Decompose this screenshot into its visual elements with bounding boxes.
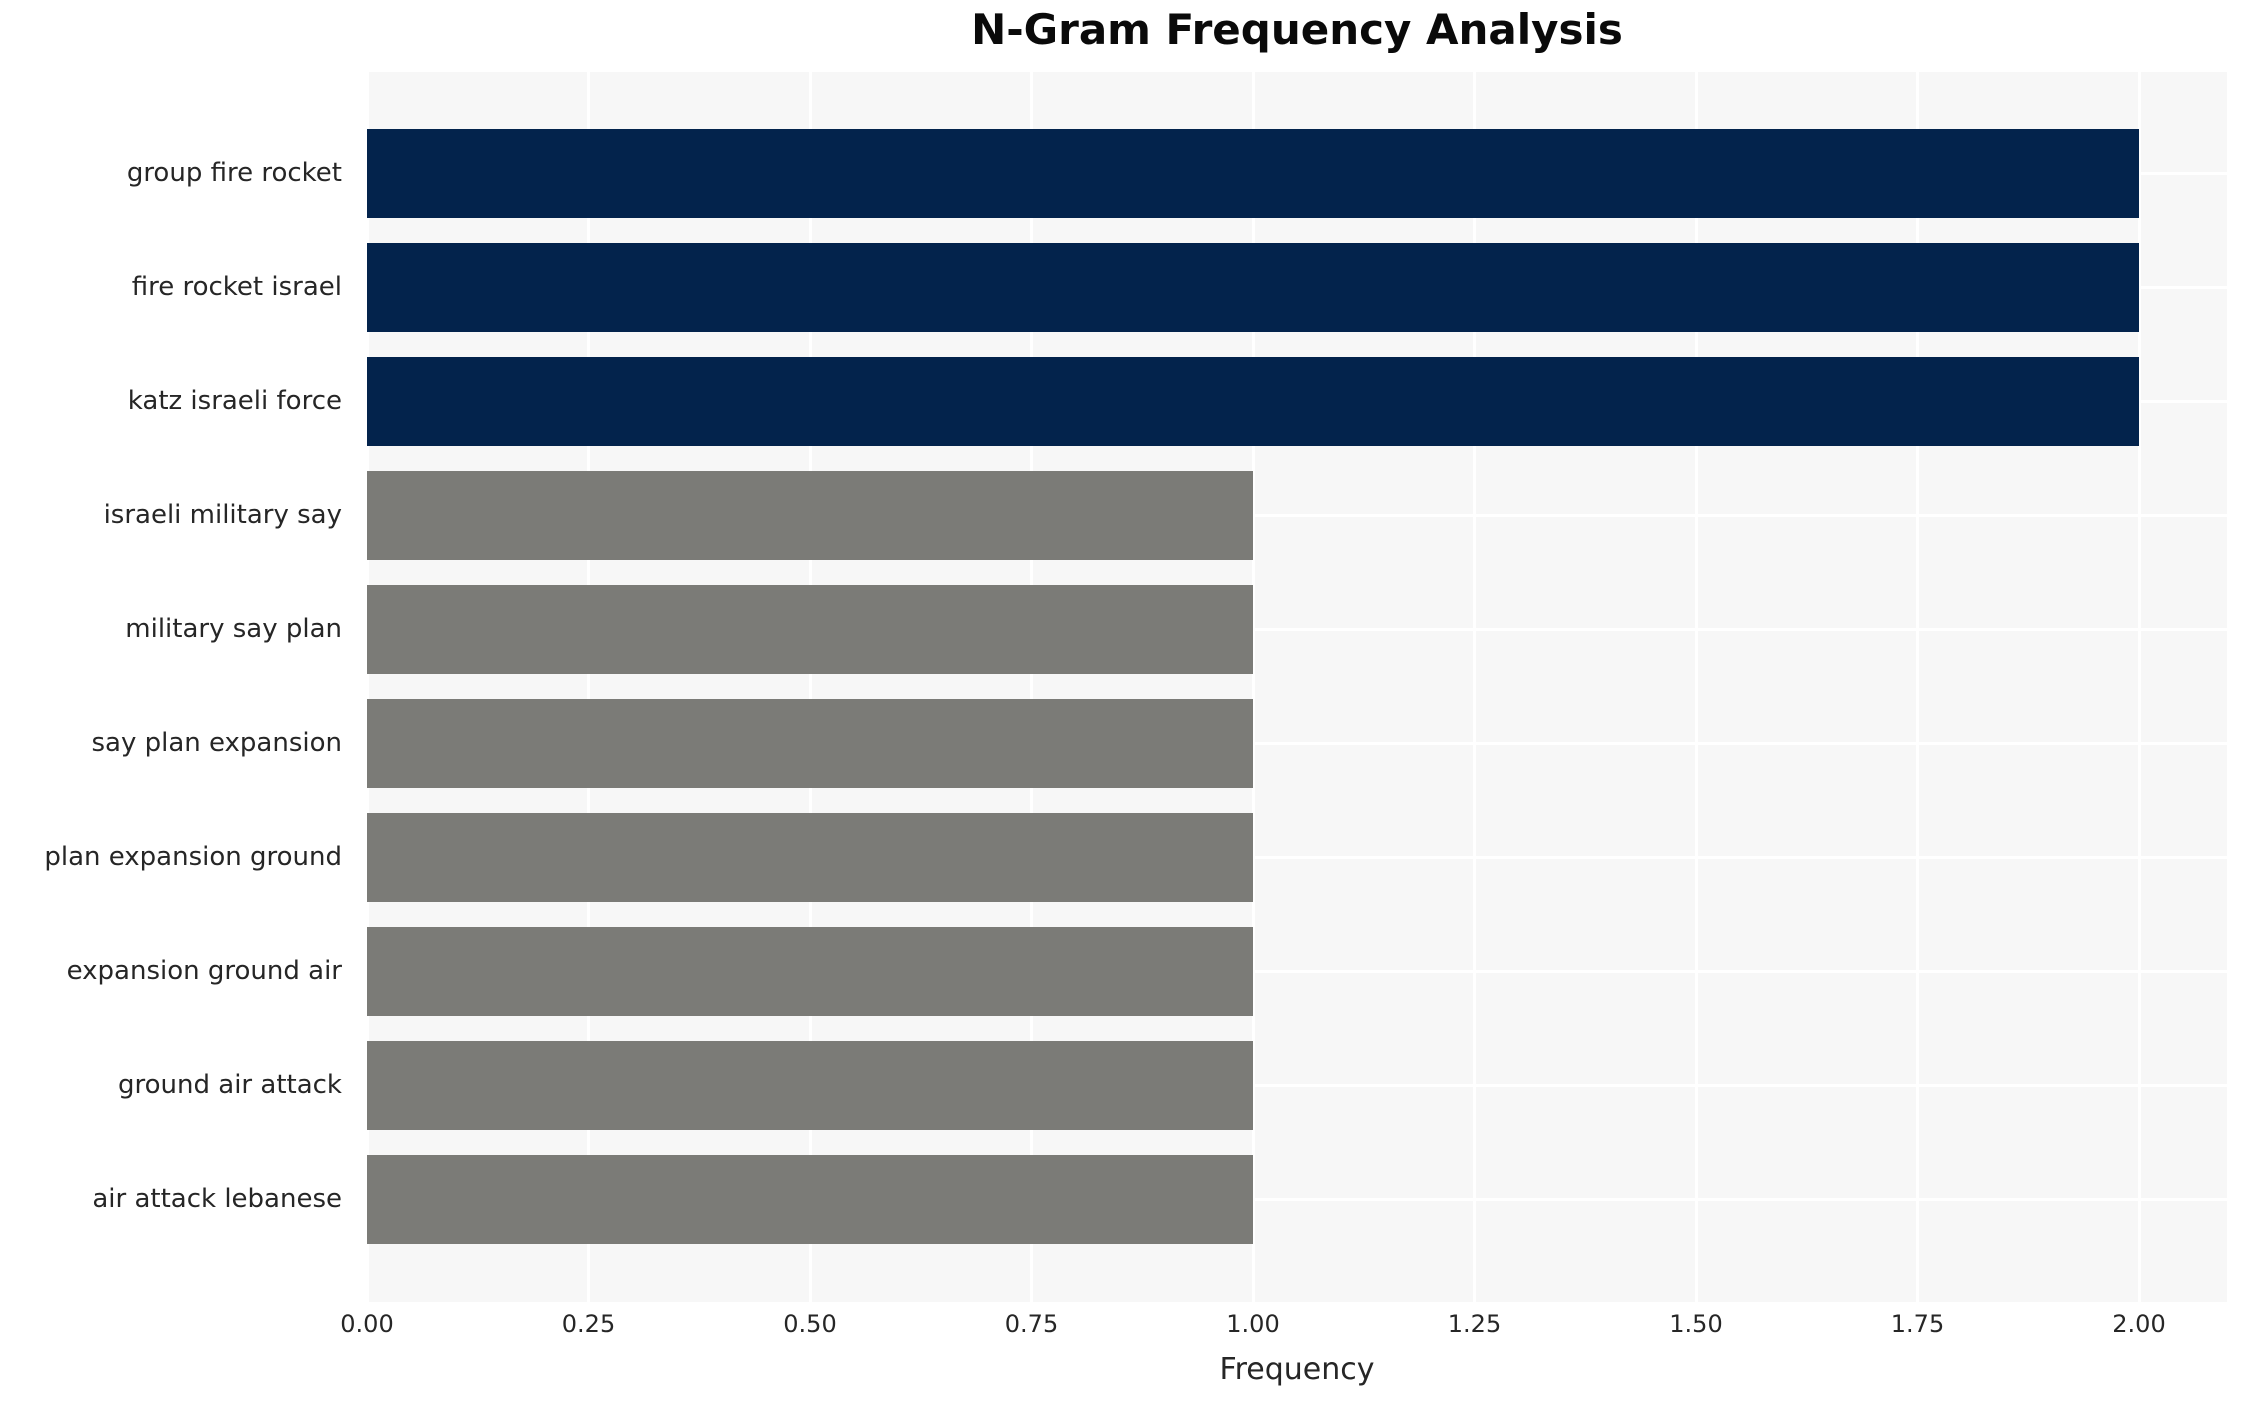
category-label: air attack lebanese <box>92 1184 342 1214</box>
x-tick-label: 0.75 <box>1004 1310 1059 1338</box>
horizontal-gridline <box>367 741 2227 745</box>
bar-air-attack-lebanese <box>367 1154 1253 1244</box>
x-tick-label: 0.25 <box>561 1310 616 1338</box>
x-axis-title: Frequency <box>1219 1352 1375 1387</box>
category-label: say plan expansion <box>91 728 342 758</box>
category-label: ground air attack <box>118 1070 342 1100</box>
vertical-gridline <box>365 72 369 1302</box>
vertical-gridline <box>2137 72 2141 1302</box>
horizontal-gridline <box>367 969 2227 973</box>
plot-area <box>365 72 2227 1302</box>
x-tick-label: 1.50 <box>1669 1310 1723 1338</box>
category-label: plan expansion ground <box>44 842 342 872</box>
bar-expansion-ground-air <box>367 926 1253 1016</box>
chart-title: N-Gram Frequency Analysis <box>971 5 1623 54</box>
category-label: expansion ground air <box>66 956 342 986</box>
vertical-gridline <box>1251 72 1255 1302</box>
vertical-gridline <box>1694 72 1698 1302</box>
x-tick-label: 1.00 <box>1226 1310 1280 1338</box>
vertical-gridline <box>808 72 812 1302</box>
bar-fire-rocket-israel <box>367 242 2139 332</box>
x-tick-label: 0.00 <box>340 1310 394 1338</box>
category-label: israeli military say <box>103 500 342 530</box>
category-label: fire rocket israel <box>131 272 342 302</box>
bar-israeli-military-say <box>367 470 1253 560</box>
vertical-gridline <box>587 72 590 1302</box>
x-tick-label: 0.50 <box>783 1310 837 1338</box>
x-tick-label: 2.00 <box>2112 1310 2166 1338</box>
bar-group-fire-rocket <box>367 128 2139 218</box>
horizontal-gridline <box>367 1197 2227 1201</box>
bar-ground-air-attack <box>367 1040 1253 1130</box>
bar-plan-expansion-ground <box>367 812 1253 902</box>
horizontal-gridline <box>367 513 2227 517</box>
vertical-gridline <box>1030 72 1033 1302</box>
category-label: group fire rocket <box>126 158 342 188</box>
x-tick-label: 1.25 <box>1447 1310 1502 1338</box>
category-label: military say plan <box>125 614 342 644</box>
x-tick-label: 1.75 <box>1890 1310 1945 1338</box>
bar-military-say-plan <box>367 584 1253 674</box>
horizontal-gridline <box>367 1083 2227 1087</box>
horizontal-gridline <box>367 627 2227 631</box>
vertical-gridline <box>1916 72 1919 1302</box>
horizontal-gridline <box>367 855 2227 859</box>
bar-katz-israeli-force <box>367 356 2139 446</box>
vertical-gridline <box>1473 72 1476 1302</box>
category-label: katz israeli force <box>127 386 342 416</box>
bar-say-plan-expansion <box>367 698 1253 788</box>
